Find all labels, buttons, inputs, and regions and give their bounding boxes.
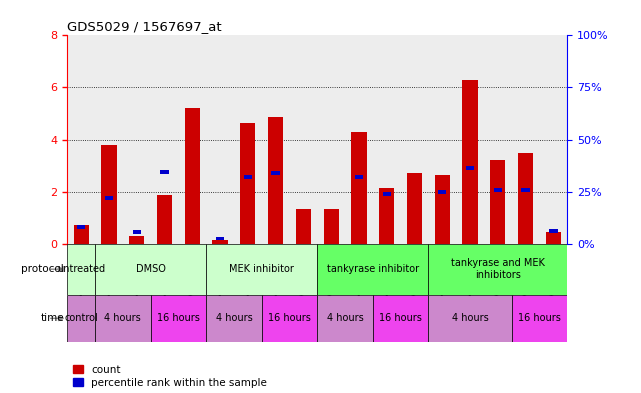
Bar <box>438 190 447 193</box>
Bar <box>462 80 478 244</box>
Bar <box>240 123 256 244</box>
Bar <box>512 295 567 342</box>
Bar <box>490 160 506 244</box>
Bar <box>244 175 252 179</box>
Bar <box>484 35 512 244</box>
Bar <box>379 188 394 244</box>
Bar <box>206 295 262 342</box>
Bar <box>67 244 95 295</box>
Text: 16 hours: 16 hours <box>518 313 561 323</box>
Bar <box>74 226 89 244</box>
Bar <box>456 35 484 244</box>
Bar <box>262 295 317 342</box>
Bar <box>401 35 428 244</box>
Text: 4 hours: 4 hours <box>452 313 488 323</box>
Text: 16 hours: 16 hours <box>268 313 311 323</box>
Text: protocol: protocol <box>21 264 64 274</box>
Bar <box>345 35 373 244</box>
Text: 4 hours: 4 hours <box>104 313 141 323</box>
Bar <box>123 35 151 244</box>
Text: 16 hours: 16 hours <box>379 313 422 323</box>
Bar <box>428 295 512 342</box>
Bar <box>212 240 228 244</box>
Bar <box>428 35 456 244</box>
Bar <box>77 225 85 229</box>
Bar <box>317 35 345 244</box>
Bar <box>133 230 141 234</box>
Text: tankyrase and MEK
inhibitors: tankyrase and MEK inhibitors <box>451 259 545 280</box>
Bar <box>157 195 172 244</box>
Bar <box>95 295 151 342</box>
Text: tankyrase inhibitor: tankyrase inhibitor <box>327 264 419 274</box>
Bar <box>540 35 567 244</box>
Bar <box>185 108 200 244</box>
Bar <box>494 188 502 192</box>
Bar <box>512 35 540 244</box>
Bar <box>95 35 123 244</box>
Bar <box>178 35 206 244</box>
Bar <box>296 209 311 244</box>
Bar <box>67 295 95 342</box>
Bar <box>206 244 317 295</box>
Text: time: time <box>40 313 64 323</box>
Bar <box>290 35 317 244</box>
Bar <box>104 196 113 200</box>
Bar <box>151 295 206 342</box>
Text: 4 hours: 4 hours <box>327 313 363 323</box>
Text: untreated: untreated <box>57 264 105 274</box>
Legend: count, percentile rank within the sample: count, percentile rank within the sample <box>72 365 267 388</box>
Bar <box>545 232 561 244</box>
Text: GDS5029 / 1567697_at: GDS5029 / 1567697_at <box>67 20 222 33</box>
Text: MEK inhibitor: MEK inhibitor <box>229 264 294 274</box>
Bar <box>373 35 401 244</box>
Bar <box>101 145 117 244</box>
Bar <box>160 170 169 174</box>
Bar <box>268 118 283 244</box>
Bar <box>521 188 530 192</box>
Bar <box>518 152 533 244</box>
Bar <box>354 175 363 179</box>
Bar <box>466 166 474 170</box>
Bar <box>351 132 367 244</box>
Bar <box>129 236 144 244</box>
Bar <box>95 244 206 295</box>
Bar <box>262 35 290 244</box>
Bar <box>317 295 373 342</box>
Bar <box>435 174 450 244</box>
Text: 16 hours: 16 hours <box>157 313 200 323</box>
Text: 4 hours: 4 hours <box>215 313 253 323</box>
Bar <box>216 237 224 241</box>
Bar <box>324 209 339 244</box>
Bar <box>234 35 262 244</box>
Bar <box>271 171 280 175</box>
Text: control: control <box>64 313 98 323</box>
Text: DMSO: DMSO <box>136 264 165 274</box>
Bar <box>151 35 178 244</box>
Bar <box>428 244 567 295</box>
Bar <box>407 173 422 244</box>
Bar <box>373 295 428 342</box>
Bar <box>549 229 558 233</box>
Bar <box>206 35 234 244</box>
Bar <box>317 244 428 295</box>
Bar <box>67 35 95 244</box>
Bar <box>383 192 391 196</box>
